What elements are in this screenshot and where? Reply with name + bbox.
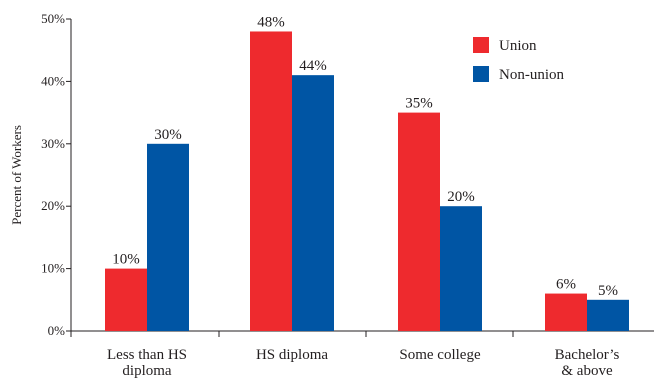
x-tick-label: diploma bbox=[122, 363, 172, 379]
bar-union-2 bbox=[398, 112, 440, 331]
y-tick-label: 20% bbox=[41, 198, 65, 213]
data-label: 35% bbox=[405, 96, 433, 112]
data-label: 6% bbox=[556, 277, 576, 293]
data-label: 30% bbox=[154, 127, 182, 143]
x-tick-label: & above bbox=[561, 363, 613, 379]
data-label: 48% bbox=[257, 14, 285, 30]
legend-swatch-non-union bbox=[473, 66, 489, 82]
y-tick-label: 40% bbox=[41, 73, 65, 88]
legend-label: Non-union bbox=[499, 67, 564, 83]
data-label: 10% bbox=[112, 252, 140, 268]
y-axis-label: Percent of Workers bbox=[9, 125, 24, 225]
bar-union-0 bbox=[105, 268, 147, 331]
bar-non-union-3 bbox=[587, 299, 629, 331]
x-tick-label: HS diploma bbox=[256, 347, 328, 363]
y-tick-label: 10% bbox=[41, 261, 65, 276]
legend-swatch-union bbox=[473, 37, 489, 53]
y-tick-label: 30% bbox=[41, 136, 65, 151]
y-tick-label: 0% bbox=[48, 323, 66, 338]
x-tick-label: Some college bbox=[399, 347, 481, 363]
x-tick-label: Less than HS bbox=[107, 347, 187, 363]
bar-union-3 bbox=[545, 293, 587, 331]
x-tick-label: Bachelor’s bbox=[555, 347, 620, 363]
legend-label: Union bbox=[499, 38, 537, 54]
bar-union-1 bbox=[250, 31, 292, 331]
bar-non-union-1 bbox=[292, 75, 334, 331]
bar-non-union-2 bbox=[440, 206, 482, 331]
data-label: 5% bbox=[598, 283, 618, 299]
data-label: 44% bbox=[299, 58, 327, 74]
y-tick-label: 50% bbox=[41, 11, 65, 26]
data-label: 20% bbox=[447, 189, 475, 205]
bar-non-union-0 bbox=[147, 143, 189, 331]
